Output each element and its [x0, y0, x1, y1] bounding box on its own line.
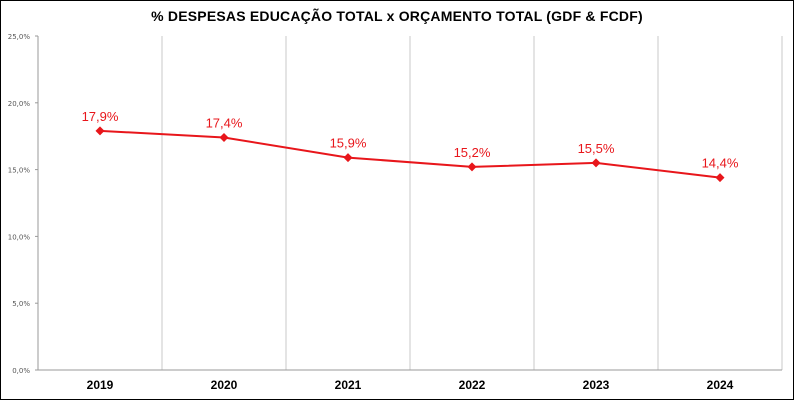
data-point-marker: [95, 126, 105, 136]
x-tick-label: 2023: [583, 378, 610, 392]
x-tick-label: 2024: [707, 378, 734, 392]
y-tick-labels: 0,0% 5,0% 10,0% 15,0% 20,0% 25,0%: [8, 33, 38, 375]
data-point-marker: [715, 173, 725, 183]
data-labels: 17,9% 17,4% 15,9% 15,2% 15,5% 14,4%: [82, 109, 739, 171]
x-tick-label: 2022: [459, 378, 486, 392]
y-tick-label: 5,0%: [12, 300, 30, 308]
y-tick-label: 15,0%: [8, 167, 31, 175]
data-point-marker: [219, 133, 229, 143]
x-tick-label: 2020: [211, 378, 238, 392]
y-tick-label: 0,0%: [12, 367, 30, 375]
data-points: [95, 126, 725, 183]
chart-title: % DESPESAS EDUCAÇÃO TOTAL x ORÇAMENTO TO…: [151, 8, 643, 24]
data-label: 15,9%: [330, 136, 367, 151]
y-tick-label: 10,0%: [8, 233, 31, 241]
axes: [37, 36, 782, 371]
data-label: 17,4%: [206, 116, 243, 131]
grid-lines: [161, 36, 783, 370]
data-point-marker: [343, 153, 353, 163]
series-line-path: [99, 129, 721, 179]
x-tick-labels: 2019 2020 2021 2022 2023 2024: [87, 378, 734, 392]
y-tick-label: 25,0%: [8, 33, 31, 41]
data-label: 15,5%: [578, 141, 615, 156]
series-line: [99, 129, 721, 179]
data-label: 17,9%: [82, 109, 119, 124]
data-point-marker: [467, 162, 477, 172]
x-tick-label: 2021: [335, 378, 362, 392]
data-label: 14,4%: [702, 156, 739, 171]
data-label: 15,2%: [454, 145, 491, 160]
data-point-marker: [591, 158, 601, 168]
x-tick-label: 2019: [87, 378, 114, 392]
y-tick-label: 20,0%: [8, 100, 31, 108]
